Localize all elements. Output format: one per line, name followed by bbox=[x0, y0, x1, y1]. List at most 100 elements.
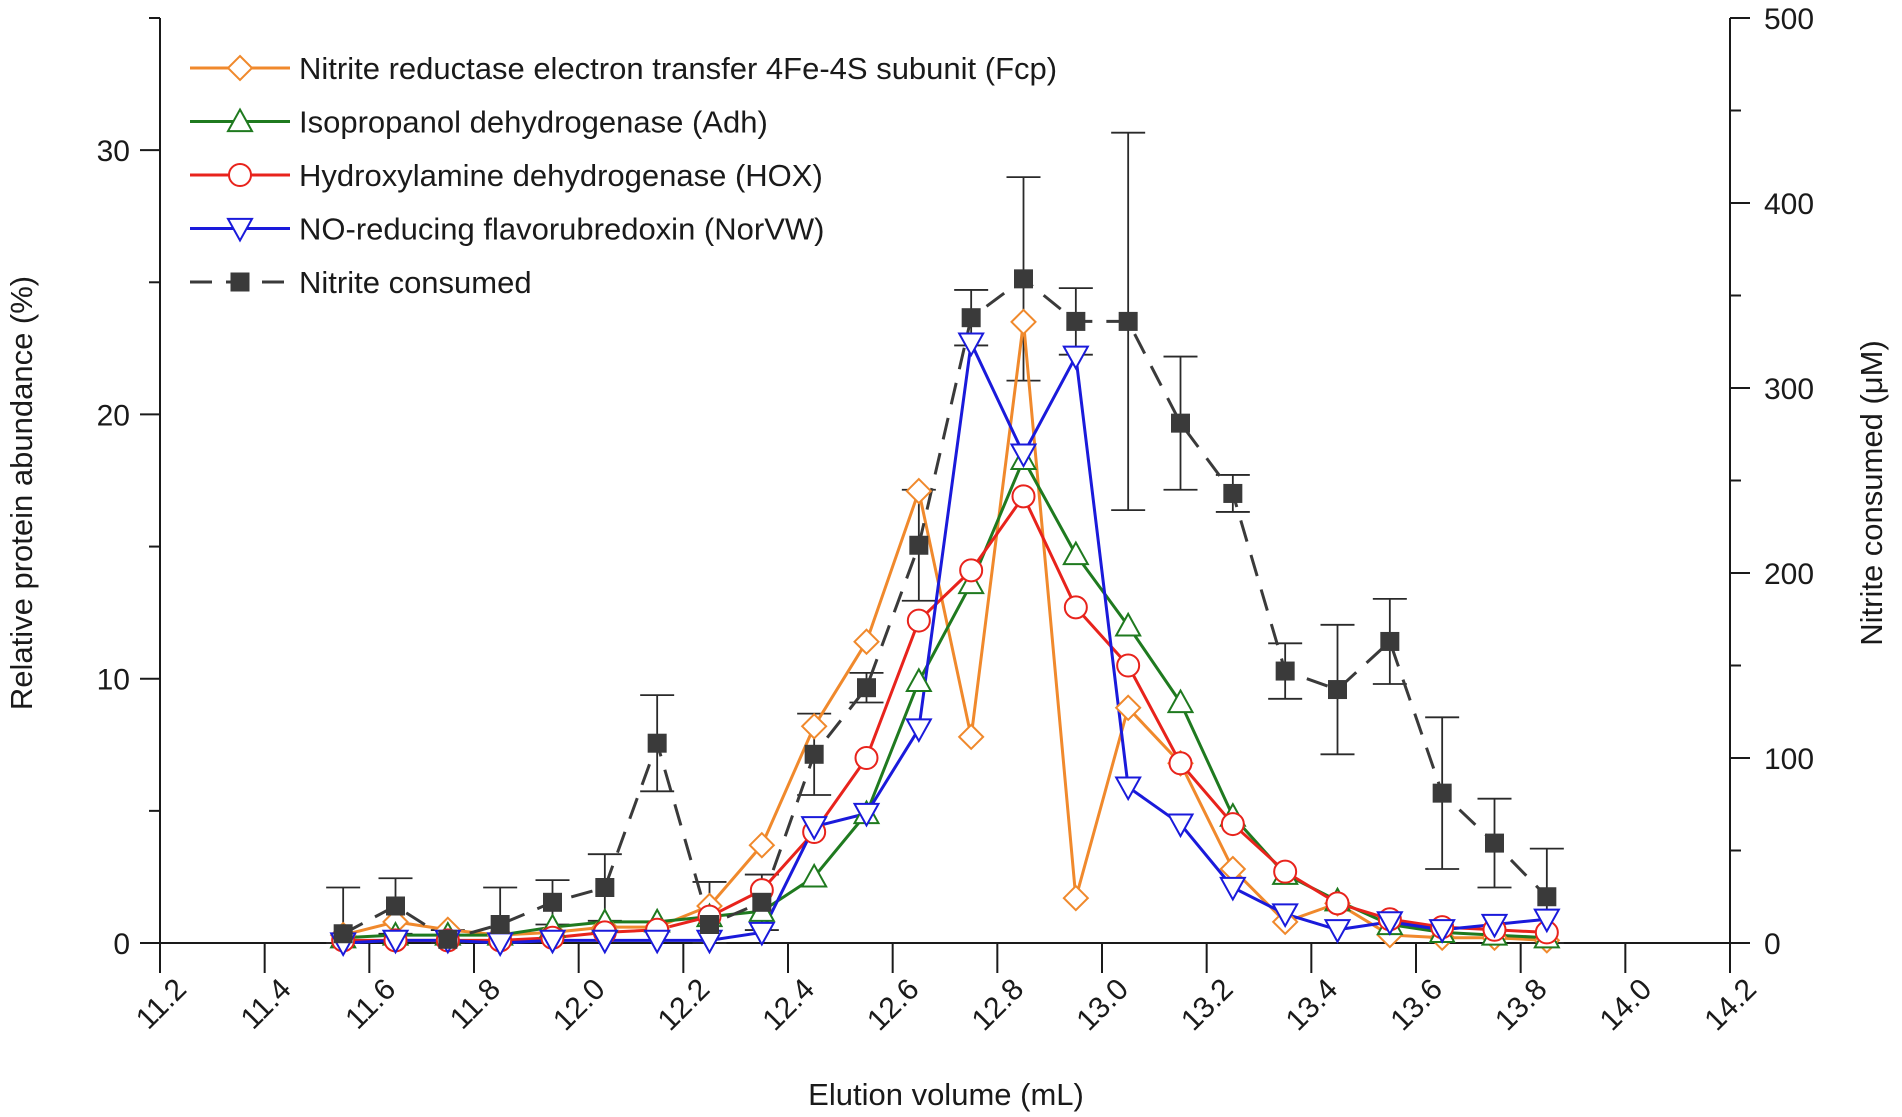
data-point-no-reducing-flavorubredoxin-norvw bbox=[381, 929, 410, 955]
series-lines bbox=[342, 277, 1548, 945]
y-left-tick-label: 30 bbox=[97, 135, 130, 168]
y-right-tick-label: 400 bbox=[1764, 188, 1814, 221]
x-tick-label: 13.4 bbox=[1280, 973, 1345, 1038]
y-right-tick-label: 500 bbox=[1764, 3, 1814, 36]
data-point-nitrite-consumed bbox=[490, 915, 510, 934]
x-tick-label: 14.2 bbox=[1698, 973, 1763, 1038]
x-axis-title: Elution volume (mL) bbox=[808, 1077, 1084, 1112]
data-point-no-reducing-flavorubredoxin-norvw bbox=[905, 718, 933, 743]
data-point-nitrite-consumed bbox=[1485, 833, 1504, 853]
data-point-no-reducing-flavorubredoxin-norvw bbox=[1480, 913, 1509, 939]
x-tick-label: 14.0 bbox=[1594, 973, 1659, 1038]
x-tick-label: 13.8 bbox=[1489, 973, 1554, 1038]
data-point-nitrite-consumed bbox=[1537, 887, 1557, 907]
data-point-nitrite-consumed bbox=[595, 878, 615, 897]
data-point-hydroxylamine-dehydrogenase-hox bbox=[1116, 653, 1141, 678]
data-point-no-reducing-flavorubredoxin-norvw bbox=[1428, 919, 1456, 944]
legend-marker bbox=[226, 54, 254, 82]
data-point-nitrite-consumed bbox=[1275, 661, 1295, 681]
y-axis-left-title: Relative protein abundance (%) bbox=[4, 276, 39, 710]
data-point-hydroxylamine-dehydrogenase-hox bbox=[1011, 484, 1036, 509]
data-point-no-reducing-flavorubredoxin-norvw bbox=[1062, 345, 1090, 371]
legend-label: Isopropanol dehydrogenase (Adh) bbox=[299, 105, 768, 140]
y-axis-right-title: Nitrite consumed (μM) bbox=[1854, 340, 1889, 646]
data-point-hydroxylamine-dehydrogenase-hox bbox=[959, 558, 984, 583]
x-tick-label: 12.4 bbox=[756, 973, 821, 1038]
data-point-nitrite-consumed bbox=[1328, 680, 1347, 700]
data-point-no-reducing-flavorubredoxin-norvw bbox=[643, 929, 671, 955]
data-point-nitrite-reductase-electron-transfer-4fe-4s-subunit-fcp bbox=[800, 712, 828, 740]
axes bbox=[140, 17, 1750, 973]
legend-label: Nitrite reductase electron transfer 4Fe-… bbox=[299, 51, 1057, 86]
data-point-isopropanol-dehydrogenase-adh bbox=[800, 862, 828, 888]
data-point-nitrite-reductase-electron-transfer-4fe-4s-subunit-fcp bbox=[957, 723, 985, 751]
data-point-no-reducing-flavorubredoxin-norvw bbox=[1533, 908, 1561, 934]
data-point-hydroxylamine-dehydrogenase-hox bbox=[1273, 859, 1298, 884]
data-point-nitrite-consumed bbox=[1432, 783, 1452, 803]
x-tick-label: 11.4 bbox=[235, 973, 298, 1036]
data-point-isopropanol-dehydrogenase-adh bbox=[1062, 540, 1090, 566]
data-point-no-reducing-flavorubredoxin-norvw bbox=[1376, 911, 1404, 936]
data-point-nitrite-consumed bbox=[1223, 483, 1243, 503]
legend-marker bbox=[228, 163, 252, 187]
data-point-isopropanol-dehydrogenase-adh bbox=[905, 667, 933, 692]
legend-label: Hydroxylamine dehydrogenase (HOX) bbox=[299, 158, 823, 193]
x-tick-label: 11.2 bbox=[130, 973, 193, 1036]
data-point-no-reducing-flavorubredoxin-norvw bbox=[748, 921, 776, 947]
x-tick-label: 12.8 bbox=[966, 973, 1031, 1038]
data-point-nitrite-reductase-electron-transfer-4fe-4s-subunit-fcp bbox=[905, 477, 933, 505]
data-point-hydroxylamine-dehydrogenase-hox bbox=[1325, 891, 1350, 916]
x-tick-label: 12.2 bbox=[652, 973, 717, 1038]
series-markers bbox=[329, 269, 1561, 958]
data-point-nitrite-consumed bbox=[804, 744, 824, 764]
data-point-nitrite-consumed bbox=[333, 924, 353, 944]
y-right-tick-label: 200 bbox=[1764, 558, 1814, 591]
data-point-nitrite-consumed bbox=[543, 892, 562, 912]
y-right-tick-label: 100 bbox=[1764, 743, 1814, 776]
data-point-no-reducing-flavorubredoxin-norvw bbox=[1219, 876, 1247, 902]
data-point-nitrite-consumed bbox=[438, 929, 458, 949]
x-tick-label: 11.6 bbox=[339, 973, 402, 1036]
x-tick-label: 12.0 bbox=[547, 973, 612, 1038]
data-point-nitrite-consumed bbox=[961, 308, 981, 328]
legend-marker bbox=[226, 217, 254, 243]
data-point-nitrite-consumed bbox=[1380, 631, 1400, 651]
data-point-isopropanol-dehydrogenase-adh bbox=[1114, 611, 1142, 637]
data-point-no-reducing-flavorubredoxin-norvw bbox=[1271, 903, 1299, 928]
x-tick-label: 13.2 bbox=[1175, 973, 1240, 1038]
y-left-tick-label: 0 bbox=[113, 928, 130, 961]
data-point-nitrite-consumed bbox=[1118, 311, 1138, 331]
data-point-no-reducing-flavorubredoxin-norvw bbox=[800, 816, 828, 841]
y-left-tick-label: 10 bbox=[97, 664, 130, 697]
data-point-no-reducing-flavorubredoxin-norvw bbox=[591, 929, 619, 955]
data-point-nitrite-consumed bbox=[752, 892, 772, 912]
y-left-tick-label: 20 bbox=[97, 399, 130, 432]
data-point-nitrite-consumed bbox=[1066, 311, 1086, 331]
y-right-tick-label: 0 bbox=[1764, 928, 1781, 961]
data-point-nitrite-consumed bbox=[386, 896, 405, 916]
data-point-nitrite-reductase-electron-transfer-4fe-4s-subunit-fcp bbox=[1114, 694, 1142, 722]
data-point-no-reducing-flavorubredoxin-norvw bbox=[538, 929, 567, 955]
data-point-nitrite-reductase-electron-transfer-4fe-4s-subunit-fcp bbox=[853, 628, 880, 656]
y-right-tick-label: 300 bbox=[1764, 373, 1814, 406]
data-point-isopropanol-dehydrogenase-adh bbox=[1166, 688, 1195, 714]
data-point-no-reducing-flavorubredoxin-norvw bbox=[1323, 919, 1352, 944]
x-tick-label: 13.0 bbox=[1070, 973, 1135, 1038]
data-point-nitrite-reductase-electron-transfer-4fe-4s-subunit-fcp bbox=[1010, 308, 1037, 336]
legend-marker bbox=[230, 272, 250, 292]
x-tick-label: 12.6 bbox=[861, 973, 926, 1038]
data-point-no-reducing-flavorubredoxin-norvw bbox=[1009, 443, 1038, 469]
data-point-no-reducing-flavorubredoxin-norvw bbox=[957, 332, 985, 358]
legend-label: Nitrite consumed bbox=[299, 265, 532, 300]
series-line-hydroxylamine-dehydrogenase-hox bbox=[343, 494, 1547, 942]
data-point-hydroxylamine-dehydrogenase-hox bbox=[1063, 595, 1088, 620]
data-point-nitrite-reductase-electron-transfer-4fe-4s-subunit-fcp bbox=[748, 831, 776, 859]
x-tick-label: 13.6 bbox=[1384, 973, 1449, 1038]
legend-label: NO-reducing flavorubredoxin (NorVW) bbox=[299, 212, 824, 247]
data-point-hydroxylamine-dehydrogenase-hox bbox=[854, 746, 879, 770]
data-point-nitrite-consumed bbox=[700, 915, 719, 934]
data-point-nitrite-reductase-electron-transfer-4fe-4s-subunit-fcp bbox=[1062, 884, 1090, 912]
x-tick-label: 11.8 bbox=[444, 973, 507, 1036]
data-point-hydroxylamine-dehydrogenase-hox bbox=[1168, 751, 1193, 776]
